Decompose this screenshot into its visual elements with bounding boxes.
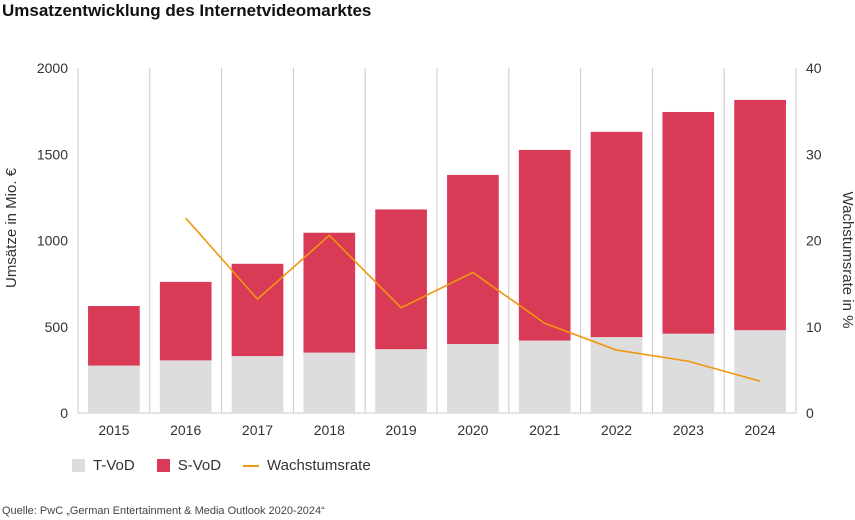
bar-tvod <box>518 340 571 413</box>
x-tick-label: 2021 <box>529 422 560 438</box>
y2-axis-label: Wachstumsrate in % <box>839 192 855 329</box>
bar-tvod <box>734 330 786 413</box>
bar-svod <box>447 174 499 344</box>
y2-tick-label: 20 <box>806 233 822 249</box>
bar-tvod <box>159 360 212 413</box>
x-tick-label: 2023 <box>673 422 704 438</box>
y-tick-label: 500 <box>45 319 69 335</box>
growth-line <box>185 217 761 382</box>
left-axis-ticks: 0 500 1000 1500 2000 <box>37 60 68 421</box>
y2-tick-label: 10 <box>806 319 822 335</box>
x-tick-label: 2016 <box>170 422 201 438</box>
bar-tvod <box>447 344 499 413</box>
bar-svod <box>159 281 212 361</box>
bar-tvod <box>375 349 427 413</box>
legend-item-svod: S-VoD <box>156 457 222 474</box>
y-tick-label: 1500 <box>37 146 68 162</box>
y2-tick-label: 0 <box>806 405 814 421</box>
y2-tick-label: 40 <box>806 60 822 76</box>
x-tick-label: 2020 <box>457 422 488 438</box>
bar-tvod <box>88 365 140 413</box>
x-tick-label: 2017 <box>242 422 273 438</box>
legend-item-tvod: T-VoD <box>72 457 135 474</box>
bar-svod <box>590 131 643 338</box>
legend-swatch-svod <box>156 459 170 472</box>
legend-item-growth: Wachstumsrate <box>243 457 371 474</box>
right-axis-ticks: 0 10 20 30 40 <box>806 60 822 421</box>
bar-tvod <box>662 333 715 413</box>
legend-label-svod: S-VoD <box>177 457 222 474</box>
x-tick-label: 2022 <box>601 422 632 438</box>
x-tick-label: 2015 <box>98 422 129 438</box>
bar-svod <box>88 306 140 366</box>
chart-title: Umsatzentwicklung des Internetvideomarkt… <box>2 1 372 20</box>
bar-svod <box>375 209 427 350</box>
legend-swatch-growth <box>243 464 260 467</box>
y-tick-label: 1000 <box>37 233 68 249</box>
y-tick-label: 2000 <box>37 60 68 76</box>
bar-tvod <box>590 337 643 413</box>
growth-line-group <box>185 217 761 382</box>
x-tick-label: 2018 <box>314 422 345 438</box>
bar-svod <box>662 111 715 334</box>
bar-tvod <box>231 356 284 413</box>
bars <box>88 99 786 413</box>
x-tick-label: 2019 <box>386 422 417 438</box>
bar-svod <box>734 99 786 331</box>
bar-tvod <box>303 352 356 413</box>
bar-svod <box>518 149 571 341</box>
x-axis-ticks: 2015 2016 2017 2018 2019 2020 2021 2022 2023 2024 <box>98 422 776 438</box>
y2-tick-label: 30 <box>806 146 822 162</box>
y-tick-label: 0 <box>60 405 68 421</box>
legend-label-growth: Wachstumsrate <box>267 457 371 474</box>
y-axis-label: Umsätze in Mio. € <box>3 167 20 288</box>
x-tick-label: 2024 <box>745 422 776 438</box>
source-note: Quelle: PwC „German Entertainment & Medi… <box>2 505 325 517</box>
legend-label-tvod: T-VoD <box>93 457 135 474</box>
legend-swatch-tvod <box>72 459 85 472</box>
legend: T-VoD S-VoD Wachstumsrate <box>72 457 393 474</box>
